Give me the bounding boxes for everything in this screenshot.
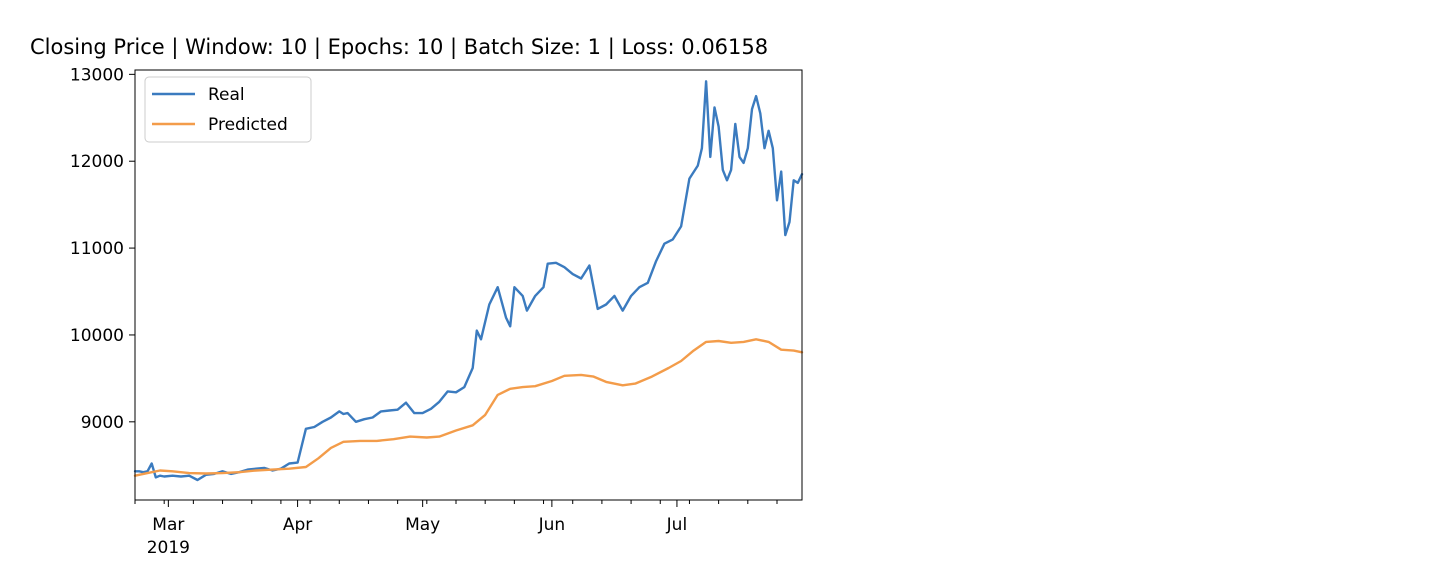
legend-label-real: Real xyxy=(208,85,245,105)
y-tick-label: 9000 xyxy=(81,413,124,433)
y-tick-label: 10000 xyxy=(70,326,124,346)
y-tick-label: 11000 xyxy=(70,239,124,259)
chart-title: Closing Price | Window: 10 | Epochs: 10 … xyxy=(30,35,768,60)
x-tick-year-label: 2019 xyxy=(147,538,190,558)
y-tick-label: 13000 xyxy=(70,65,124,85)
series-line-predicted xyxy=(133,338,804,477)
x-tick-label: Jul xyxy=(666,515,688,535)
x-tick-label: Jun xyxy=(538,515,566,535)
axes-frame xyxy=(134,69,803,501)
x-tick-label: Mar xyxy=(152,515,184,535)
x-tick-label: May xyxy=(405,515,440,535)
plot-area: 9000 10000 11000 12000 13000 Mar 2019 Apr May Jun… xyxy=(70,65,804,558)
legend-label-predicted: Predicted xyxy=(208,115,288,135)
y-tick-label: 12000 xyxy=(70,152,124,172)
x-tick-label: Apr xyxy=(283,515,312,535)
